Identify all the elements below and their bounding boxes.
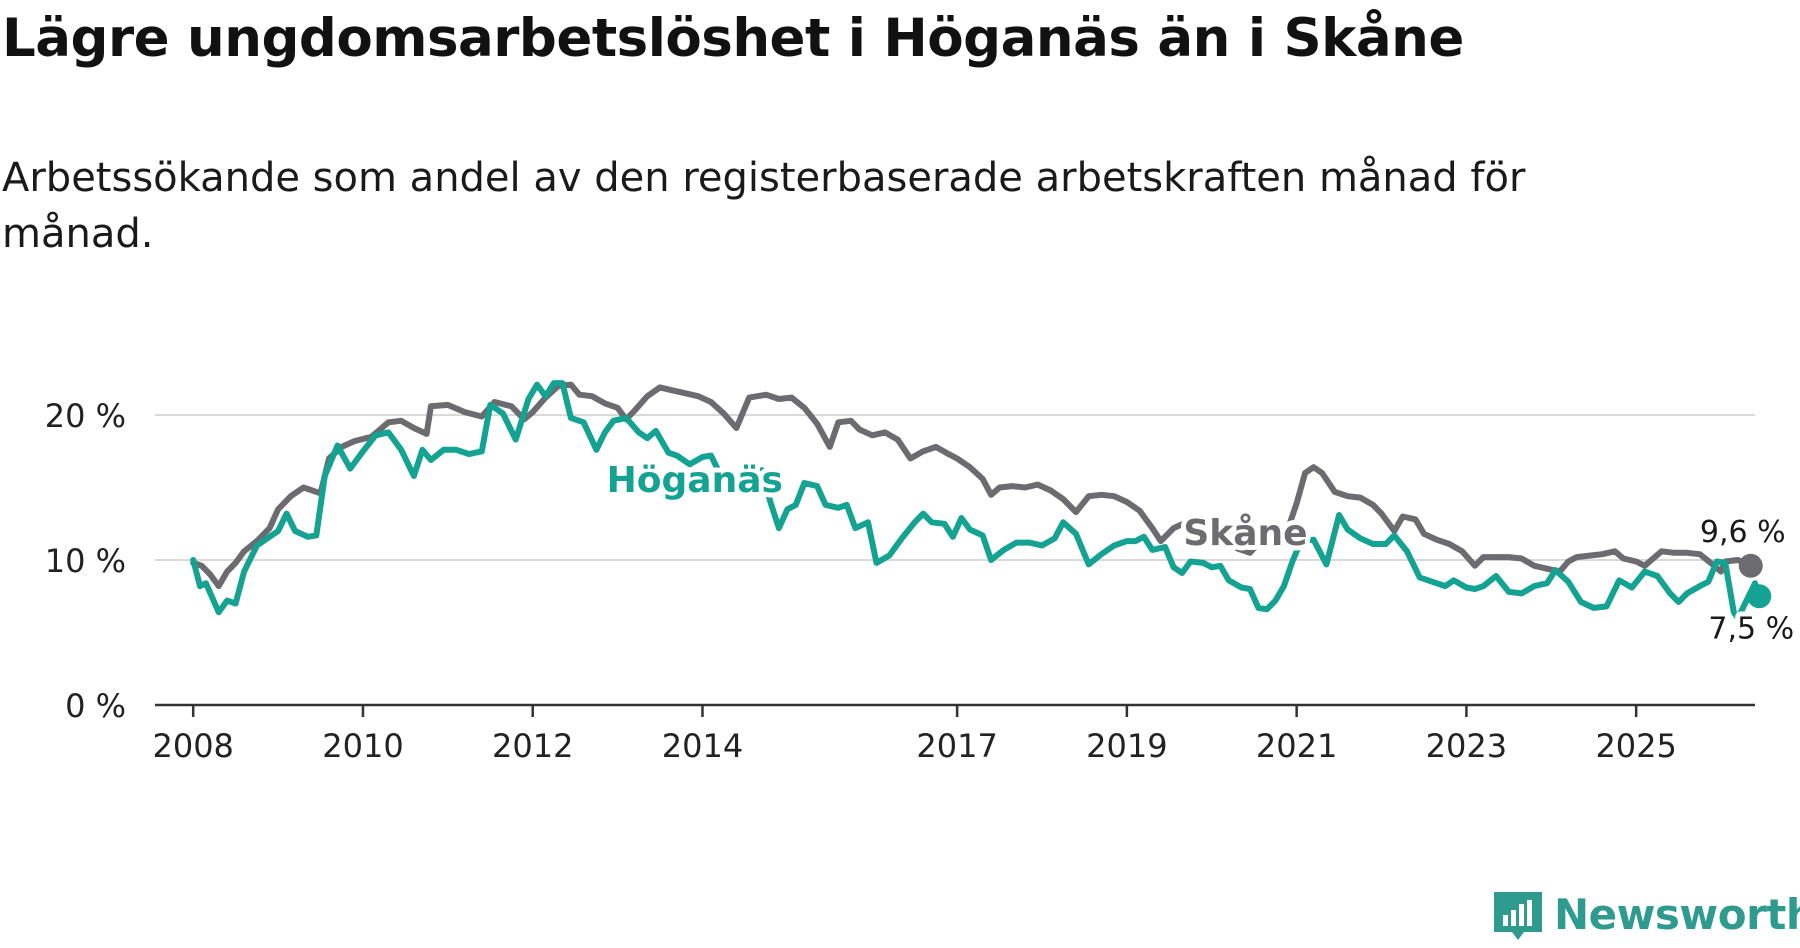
page-subtitle: Arbetssökande som andel av den registerb… — [2, 155, 1526, 257]
end-point-skane — [1738, 553, 1763, 578]
newsworthy-logo-text: Newsworthy — [1554, 890, 1800, 939]
series-line-skane — [190, 381, 1754, 590]
series-label-skane: Skåne — [1183, 513, 1307, 554]
end-label-skane: 9,6 % — [1700, 515, 1786, 550]
y-tick-label: 10 % — [45, 542, 126, 580]
line-chart: 0 % 10 % 20 % 2008 2010 2012 2014 2017 2019 2021… — [44, 380, 1799, 765]
y-tick-label: 20 % — [45, 397, 126, 435]
x-tick-label: 2025 — [1595, 727, 1676, 765]
x-tick-label: 2023 — [1426, 727, 1507, 765]
newsworthy-logo-icon — [1494, 892, 1542, 940]
x-tick-label: 2017 — [916, 727, 997, 765]
y-tick-label: 0 % — [65, 687, 126, 725]
x-tick-label: 2014 — [662, 727, 743, 765]
page-title: Lägre ungdomsarbetslöshet i Höganäs än i… — [2, 8, 1464, 69]
newsworthy-logo: Newsworthy — [1490, 888, 1800, 944]
series-label-skane-halo: Skåne — [1183, 513, 1307, 554]
series-label-hoganas: Höganäs — [607, 460, 783, 501]
x-axis-ticks: 2008 2010 2012 2014 2017 2019 2021 2023 2025 — [152, 705, 1677, 765]
x-tick-label: 2021 — [1256, 727, 1337, 765]
x-tick-label: 2008 — [152, 727, 233, 765]
end-label-hoganas: 7,5 % — [1708, 611, 1794, 646]
end-point-hoganas — [1747, 584, 1772, 609]
y-axis-ticks: 0 % 10 % 20 % — [45, 397, 126, 725]
end-label-hoganas-halo: 7,5 % — [1708, 611, 1794, 646]
series-line-hoganas — [190, 380, 1763, 621]
series-lines — [190, 380, 1772, 621]
x-tick-label: 2019 — [1086, 727, 1167, 765]
end-label-skane-halo: 9,6 % — [1700, 515, 1786, 550]
x-tick-label: 2010 — [322, 727, 403, 765]
series-label-hoganas-halo: Höganäs — [607, 460, 783, 501]
x-tick-label: 2012 — [492, 727, 573, 765]
